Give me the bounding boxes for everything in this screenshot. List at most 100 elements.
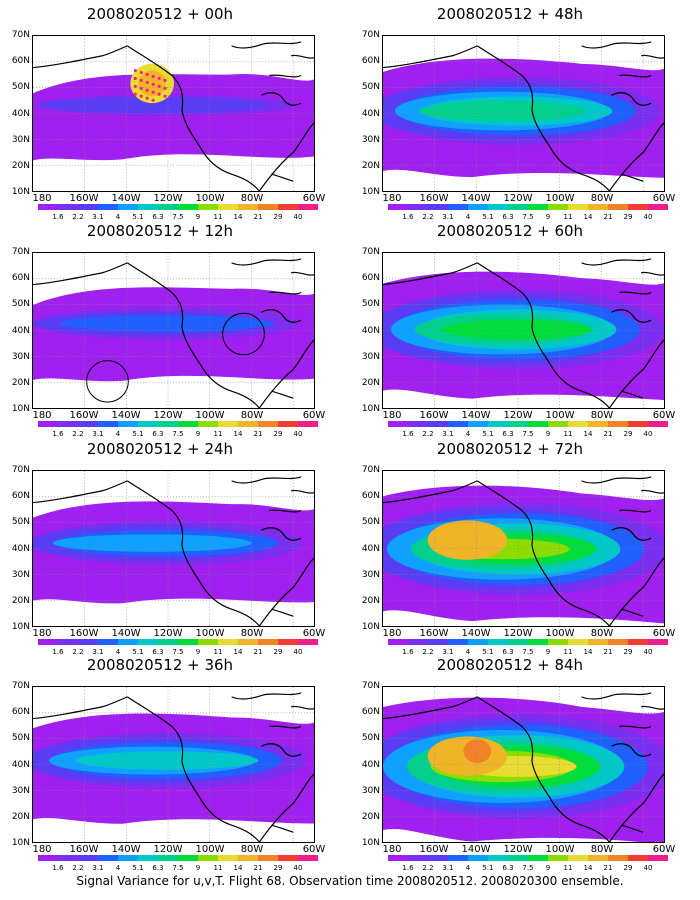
observation-point <box>145 80 149 84</box>
colorbar-tick-label: 2.2 <box>72 864 84 872</box>
lat-tick-label: 70N <box>361 681 380 691</box>
colorbar-tick-label: 14 <box>233 648 243 656</box>
gulf-coastline <box>608 339 664 408</box>
variance-field <box>33 713 314 824</box>
caribbean-coastline <box>621 173 644 182</box>
colorbar-swatch <box>218 204 238 210</box>
graticule <box>33 36 314 191</box>
colorbar-tick-label: 11 <box>563 648 573 656</box>
observation-point <box>163 78 167 83</box>
map-panel: 2008020512 + 48h 70N 60N 50N 40N 30N 20N 10N 180… <box>350 5 676 221</box>
colorbar-swatch <box>448 639 468 645</box>
colorbar-tick-label: 2.2 <box>422 213 434 221</box>
colorbar-tick-label: 14 <box>233 864 243 872</box>
lat-tick-label: 30N <box>361 351 380 362</box>
lon-tick-label: 140W <box>461 193 491 204</box>
variance-field <box>383 697 664 842</box>
gulf-coastline <box>608 122 664 191</box>
colorbar-tick-label: 29 <box>273 430 283 438</box>
lon-tick-label: 100W <box>195 628 225 639</box>
colorbar-swatch <box>178 639 198 645</box>
variance-field <box>383 485 664 624</box>
arctic-coastline <box>581 476 652 484</box>
colorbar-swatch <box>528 855 548 861</box>
great-lakes-coastline <box>261 489 314 541</box>
colorbar-swatch <box>488 639 508 645</box>
colorbar-tick-label: 1.6 <box>52 648 64 656</box>
observation-point <box>151 90 155 94</box>
colorbar <box>38 639 318 645</box>
graticule <box>383 253 664 408</box>
colorbar-tick-label: 11 <box>563 213 573 221</box>
panel-title: 2008020512 + 84h <box>436 656 584 674</box>
colorbar-tick-label: 1.6 <box>402 864 414 872</box>
colorbar-swatch <box>258 421 278 427</box>
colorbar-swatch <box>568 421 588 427</box>
colorbar-swatch <box>98 855 118 861</box>
gulf-coastline <box>258 122 314 191</box>
variance-field <box>33 501 314 604</box>
colorbar-swatch <box>38 639 58 645</box>
colorbar-tick-label: 11 <box>213 213 223 221</box>
colorbar-swatch <box>278 421 298 427</box>
colorbar-swatch <box>118 855 138 861</box>
caribbean-coastline <box>621 824 644 833</box>
colorbar-swatch <box>238 421 258 427</box>
colorbar-swatch <box>38 204 58 210</box>
colorbar-tick-label: 40 <box>293 430 303 438</box>
colorbar-tick-label: 11 <box>563 864 573 872</box>
colorbar-tick-label: 7.5 <box>172 864 184 872</box>
colorbar-swatch <box>488 421 508 427</box>
colorbar-tick-label: 14 <box>583 213 593 221</box>
map-panel: 2008020512 + 00h 70N 60N 50N 40N 30N 20N 10N 180… <box>0 5 326 221</box>
map-panel: 2008020512 + 12h 70N 60N 50N 40N 30N 20N 10N 180… <box>0 222 326 438</box>
colorbar-swatch <box>258 204 278 210</box>
colorbar-swatch <box>218 855 238 861</box>
map-frame <box>382 686 665 843</box>
colorbar-swatch <box>448 855 468 861</box>
colorbar-tick-label: 21 <box>253 648 263 656</box>
lat-tick-label: 50N <box>361 733 380 744</box>
colorbar-swatch <box>118 639 138 645</box>
coastline <box>383 258 664 408</box>
gulf-coastline <box>258 557 314 626</box>
lon-tick-label: 160W <box>419 844 449 855</box>
lon-tick-label: 100W <box>195 844 225 855</box>
colorbar-swatch <box>98 204 118 210</box>
panel-title: 2008020512 + 36h <box>86 656 234 674</box>
lat-tick-label: 70N <box>361 465 380 475</box>
colorbar-tick-label: 9 <box>545 864 551 872</box>
colorbar-swatch <box>548 204 568 210</box>
colorbar-tick-label: 4 <box>115 430 121 438</box>
lat-tick-label: 50N <box>11 733 30 744</box>
lon-tick-label: 160W <box>419 410 449 421</box>
observation-point <box>139 70 143 75</box>
west-coastline <box>476 262 610 408</box>
colorbar-swatch <box>298 855 318 861</box>
lon-tick-label: 180 <box>32 628 52 639</box>
colorbar-swatch <box>588 639 608 645</box>
colorbar <box>388 855 668 861</box>
observation-point <box>139 78 143 83</box>
colorbar-tick-label: 1.6 <box>402 213 414 221</box>
colorbar-swatch <box>118 421 138 427</box>
caribbean-coastline <box>271 608 294 617</box>
colorbar-swatch <box>528 204 548 210</box>
lon-tick-label: 120W <box>153 844 183 855</box>
lat-tick-label: 30N <box>11 785 30 796</box>
lon-tick-label: 120W <box>153 193 183 204</box>
caribbean-coastline <box>621 390 644 399</box>
contour-band-max <box>463 739 492 764</box>
colorbar-swatch <box>258 639 278 645</box>
lon-tick-label: 100W <box>195 193 225 204</box>
colorbar-swatch <box>608 639 628 645</box>
arctic-coastline <box>231 258 302 266</box>
colorbar-swatch <box>468 855 488 861</box>
lon-tick-label: 80W <box>240 193 264 204</box>
lat-tick-label: 70N <box>361 30 380 40</box>
lon-tick-label: 160W <box>419 193 449 204</box>
map-frame <box>382 35 665 192</box>
colorbar-tick-label: 3.1 <box>442 213 454 221</box>
colorbar-swatch <box>238 204 258 210</box>
arctic-coastline <box>231 476 302 484</box>
